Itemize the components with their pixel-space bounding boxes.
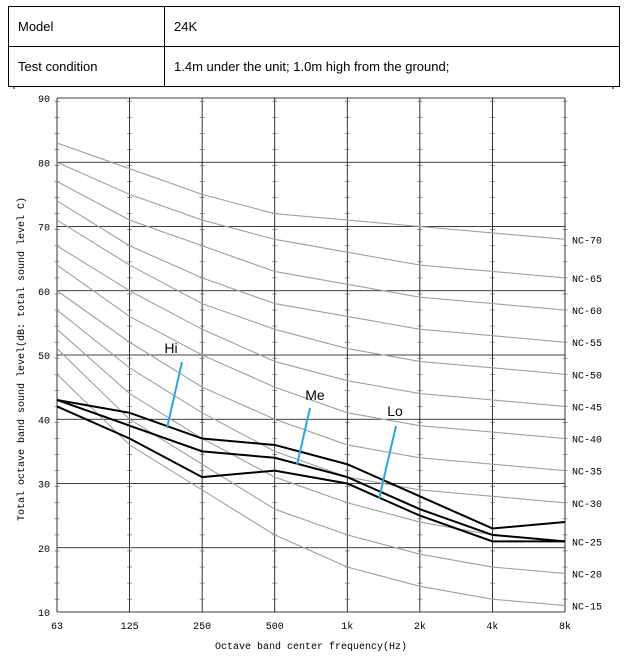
y-tick-label: 90 xyxy=(38,95,50,106)
x-tick-label: 2k xyxy=(414,621,426,633)
x-tick-label: 250 xyxy=(193,622,211,633)
series-label-me: Me xyxy=(305,387,325,403)
nc-label: NC-55 xyxy=(572,339,602,350)
nc-curve xyxy=(56,181,566,311)
series-line-me xyxy=(56,399,566,543)
y-tick-label: 50 xyxy=(38,352,50,363)
series-label-lo: Lo xyxy=(387,403,403,419)
nc-curve xyxy=(56,309,566,504)
y-tick-label: 20 xyxy=(38,545,50,556)
nc-label: NC-30 xyxy=(572,500,602,511)
nc-curve xyxy=(56,142,566,240)
tick-marks xyxy=(127,100,133,600)
nc-label: NC-40 xyxy=(572,436,602,447)
table-row: Model 24K xyxy=(8,6,620,47)
table-row: Test condition 1.4m under the unit; 1.0m… xyxy=(8,46,620,87)
nc-label: NC-15 xyxy=(572,603,602,614)
y-tick-label: 60 xyxy=(38,288,50,299)
series-line-lo xyxy=(56,405,565,543)
nc-curve xyxy=(56,290,566,472)
y-tick-label: 80 xyxy=(38,159,50,170)
nc-curve xyxy=(56,200,566,343)
nc-label: NC-20 xyxy=(572,570,602,581)
nc-label: NC-70 xyxy=(572,236,602,247)
y-axis-label: Total octave band sound level(dB: total … xyxy=(16,197,28,521)
leader-line-lo xyxy=(378,425,397,500)
y-tick-label: 70 xyxy=(38,224,50,235)
tick-marks xyxy=(417,100,423,600)
x-tick-label: 500 xyxy=(266,622,284,633)
leader-line-me xyxy=(296,407,311,466)
nc-label: NC-45 xyxy=(572,403,602,414)
nc-curve xyxy=(56,348,566,574)
test-condition-value: 1.4m under the unit; 1.0m high from the … xyxy=(164,46,620,87)
y-tick-label: 40 xyxy=(38,416,50,427)
nc-curve xyxy=(56,328,566,542)
nc-label: NC-60 xyxy=(572,307,602,318)
nc-curve xyxy=(56,245,566,407)
series-label-hi: Hi xyxy=(164,340,177,356)
nc-curve xyxy=(56,264,566,440)
y-tick-label: 30 xyxy=(38,481,50,492)
x-tick-label: 8k xyxy=(559,621,571,633)
nc-label: NC-50 xyxy=(572,371,602,382)
leader-line-hi xyxy=(166,361,183,429)
x-tick-label: 63 xyxy=(51,622,63,633)
x-tick-label: 125 xyxy=(121,622,139,633)
nc-label: NC-25 xyxy=(572,538,602,549)
tick-marks xyxy=(199,100,205,600)
nc-curve xyxy=(56,219,566,375)
model-label: Model xyxy=(8,6,165,47)
x-tick-label: 1k xyxy=(341,621,353,633)
spec-table: Model 24K Test condition 1.4m under the … xyxy=(8,6,620,87)
nc-label: NC-35 xyxy=(572,468,602,479)
series-line-hi xyxy=(56,398,566,530)
nc-curve xyxy=(56,373,566,607)
x-tick-label: 4k xyxy=(486,621,498,633)
nc-curve xyxy=(56,161,566,279)
nc-label: NC-65 xyxy=(572,275,602,286)
x-axis-label: Octave band center frequency(Hz) xyxy=(215,641,407,653)
test-condition-label: Test condition xyxy=(8,46,165,87)
model-value: 24K xyxy=(164,6,620,47)
nc-chart: NC-70 NC-65 NC-60 NC-55 NC-50 NC-45 NC-40 NC-35… xyxy=(13,86,614,653)
y-tick-label: 10 xyxy=(38,609,50,620)
